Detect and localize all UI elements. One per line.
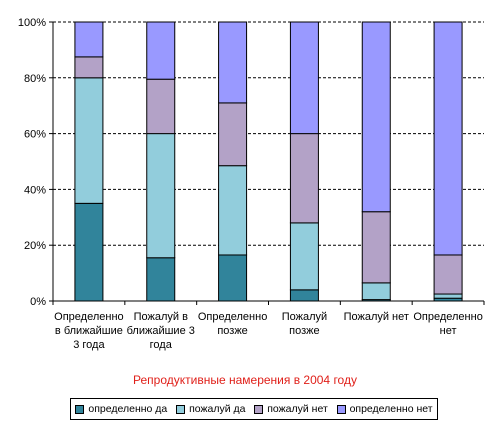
y-tick-label: 60%: [24, 129, 46, 141]
bar-segment: [146, 257, 176, 302]
legend-swatch: [336, 404, 346, 414]
legend-label: пожалуй да: [189, 403, 246, 415]
bar-segment: [146, 21, 176, 80]
x-category-label-line: Пожалуй нет: [344, 311, 409, 323]
x-category-label: Определенно позже: [198, 311, 267, 337]
x-category-label-line: года: [150, 339, 173, 351]
bar-segment: [146, 133, 176, 259]
legend: определенно да пожалуй да пожалуй нет опред…: [70, 398, 438, 420]
chart-title: Репродуктивные намерения в 2004 году: [133, 373, 357, 387]
bar-segment: [289, 289, 319, 302]
y-tick-label: 20%: [24, 240, 46, 252]
bar-segment: [289, 222, 319, 291]
bar-segment: [361, 211, 391, 284]
legend-item: определенно нет: [336, 403, 433, 415]
x-category-label-line: Определенно: [54, 311, 123, 323]
x-category-label-line: в ближайшие: [55, 325, 123, 337]
x-category-label: Пожалуй позже: [282, 311, 327, 337]
x-category-label-line: позже: [289, 325, 319, 337]
x-category-label-line: позже: [217, 325, 247, 337]
bar-segment: [74, 56, 104, 79]
x-category-label: Определенно нет: [413, 311, 482, 337]
bar-segment: [289, 133, 319, 224]
y-tick-label: 80%: [24, 73, 46, 85]
x-category-label-line: Определенно: [198, 311, 267, 323]
x-category-label-line: 3 года: [73, 339, 105, 351]
y-tick-label: 40%: [24, 184, 46, 196]
legend-item: пожалуй нет: [254, 403, 328, 415]
x-category-label-line: ближайшие 3: [127, 325, 195, 337]
bar-segment: [218, 102, 248, 167]
x-category-label: Определенно в ближайшие 3 года: [54, 311, 123, 351]
bar-segment: [361, 282, 391, 301]
bar-segment: [433, 21, 463, 256]
legend-label: пожалуй нет: [267, 403, 328, 415]
bar-segment: [218, 21, 248, 104]
bar-segment: [74, 77, 104, 204]
bar-segment: [146, 78, 176, 135]
x-category-label-line: нет: [440, 325, 457, 337]
legend-label: определенно да: [88, 403, 168, 415]
y-tick-label: 0%: [30, 296, 46, 308]
bar-segment: [74, 21, 104, 58]
bar-segment: [74, 202, 104, 302]
x-category-label-line: Определенно: [413, 311, 482, 323]
x-category-label-line: Пожалуй в: [134, 311, 188, 323]
bar-segment: [289, 21, 319, 135]
x-category-label: Пожалуй нет: [344, 311, 409, 323]
legend-item: определенно да: [75, 403, 167, 415]
bar-segment: [218, 254, 248, 302]
legend-label: определенно нет: [349, 403, 433, 415]
y-tick-label: 100%: [18, 17, 46, 29]
bar-segment: [218, 165, 248, 256]
bar-segment: [433, 254, 463, 295]
bar-segment: [433, 293, 463, 299]
legend-swatch: [75, 404, 85, 414]
bar-segment: [361, 21, 391, 213]
legend-swatch: [176, 404, 186, 414]
legend-swatch: [254, 404, 264, 414]
x-category-label: Пожалуй в ближайшие 3 года: [127, 311, 195, 351]
x-category-label-line: Пожалуй: [282, 311, 327, 323]
legend-item: пожалуй да: [176, 403, 245, 415]
